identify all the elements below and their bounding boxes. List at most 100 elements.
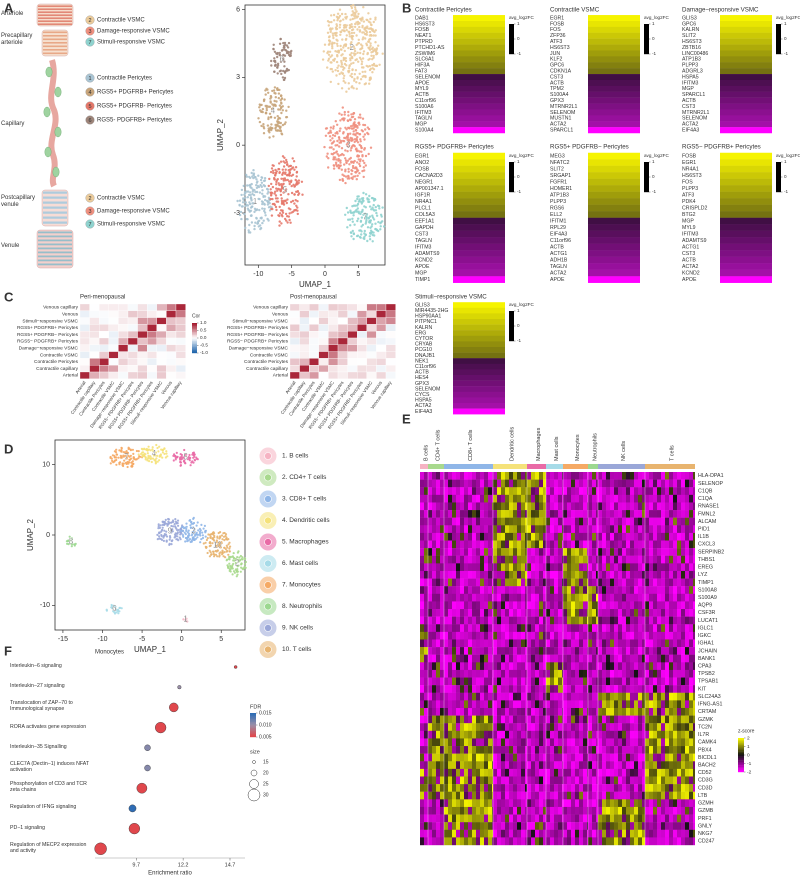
corr-cell bbox=[99, 365, 109, 373]
vessel-ring bbox=[43, 52, 67, 55]
cell-point bbox=[359, 51, 362, 55]
colorbar-tick-label: 0 bbox=[652, 36, 655, 41]
heatmap-cell bbox=[493, 829, 497, 838]
heatmap-cell bbox=[460, 609, 464, 617]
heatmap-cell bbox=[531, 601, 535, 610]
heatmap-cell bbox=[493, 806, 497, 815]
heatmap-cell bbox=[554, 822, 558, 830]
heatmap-cell bbox=[492, 753, 493, 762]
cell-point bbox=[355, 21, 358, 24]
cell-point bbox=[280, 111, 283, 115]
heatmap-cell bbox=[497, 784, 501, 792]
cell-point bbox=[164, 518, 167, 522]
heatmap-cell bbox=[476, 647, 480, 655]
heatmap-cell bbox=[539, 502, 543, 511]
cell-point bbox=[357, 12, 360, 16]
heatmap-cell bbox=[420, 570, 424, 579]
corr-cell bbox=[328, 303, 339, 311]
heatmap-cell bbox=[562, 540, 563, 549]
group-label: CD4+ T cells bbox=[435, 429, 441, 461]
heatmap-cell bbox=[497, 532, 501, 541]
heatmap-cell bbox=[563, 502, 567, 511]
cell-point bbox=[351, 164, 355, 168]
cell-point bbox=[171, 530, 174, 533]
corr-cell bbox=[137, 317, 148, 325]
heatmap-cell bbox=[567, 685, 571, 693]
corr-cell bbox=[366, 303, 377, 311]
cell-point bbox=[366, 126, 369, 129]
cell-point bbox=[258, 106, 261, 109]
cell-point bbox=[356, 149, 359, 152]
heatmap-cell bbox=[554, 525, 558, 534]
heatmap-cell bbox=[432, 639, 436, 648]
heatmap-cell bbox=[588, 44, 640, 51]
cell-point bbox=[341, 152, 344, 156]
heatmap-cell bbox=[432, 730, 436, 739]
heatmap-cell bbox=[420, 487, 424, 496]
cell-point bbox=[163, 529, 166, 532]
heatmap-cell bbox=[505, 829, 509, 838]
heatmap-cell bbox=[432, 601, 436, 610]
cell-point bbox=[280, 222, 283, 225]
cell-point bbox=[278, 117, 282, 120]
cell-point bbox=[154, 461, 157, 464]
heatmap-cell bbox=[452, 578, 456, 587]
corr-cell bbox=[89, 365, 100, 373]
heatmap-cell bbox=[448, 472, 452, 480]
cell-point bbox=[378, 207, 381, 210]
heatmap-cell bbox=[428, 502, 432, 511]
row-label: RGS5+ PDGFRB− Pericytes bbox=[17, 332, 79, 338]
colorbar-step bbox=[509, 44, 514, 47]
cell-point bbox=[120, 447, 123, 450]
cell-point bbox=[338, 129, 341, 133]
heatmap-cell bbox=[531, 837, 535, 846]
cell-point bbox=[240, 193, 243, 197]
legend-id: 7 bbox=[88, 222, 91, 228]
heatmap-cell bbox=[720, 178, 772, 186]
cell-point bbox=[331, 43, 334, 46]
colorbar-step bbox=[644, 164, 649, 167]
heatmap-cell bbox=[460, 631, 464, 640]
heatmap-cell bbox=[588, 26, 640, 33]
heatmap-cell bbox=[558, 723, 562, 732]
heatmap-cell bbox=[509, 738, 513, 747]
cell-point bbox=[213, 555, 216, 558]
heatmap-cell bbox=[448, 837, 452, 846]
heatmap-cell bbox=[563, 669, 567, 678]
gene-label: NR4A1 bbox=[682, 166, 699, 172]
cell-point bbox=[278, 205, 281, 209]
gene-label: NEGR1 bbox=[415, 179, 433, 185]
heatmap-cell bbox=[539, 799, 543, 808]
heatmap-cell bbox=[550, 806, 554, 815]
cell-point bbox=[257, 197, 260, 201]
heatmap-cell bbox=[527, 677, 531, 686]
heatmap-cell bbox=[527, 570, 531, 579]
cell-point bbox=[339, 30, 342, 33]
cell-point bbox=[368, 200, 371, 204]
heatmap-cell bbox=[497, 776, 501, 785]
heatmap-cell bbox=[543, 692, 546, 701]
heatmap-cell bbox=[464, 472, 468, 480]
heatmap-cell bbox=[550, 487, 554, 496]
cell-point bbox=[188, 453, 191, 457]
heatmap-cell bbox=[440, 746, 444, 754]
cell-point bbox=[342, 56, 345, 60]
heatmap-cell bbox=[456, 540, 460, 549]
cell-point bbox=[353, 140, 356, 144]
cell-point bbox=[289, 208, 292, 211]
heatmap-cell bbox=[513, 586, 517, 594]
heatmap-cell bbox=[492, 730, 493, 739]
corr-cell bbox=[309, 337, 319, 345]
cell-point bbox=[360, 60, 364, 63]
heatmap-cell bbox=[480, 814, 484, 823]
heatmap-cell bbox=[550, 784, 554, 792]
cell-point bbox=[204, 530, 207, 533]
heatmap-cell bbox=[546, 601, 550, 610]
heatmap-cell bbox=[517, 791, 521, 800]
heatmap-cell bbox=[492, 593, 493, 602]
cell-point bbox=[182, 456, 185, 459]
heatmap-cell bbox=[488, 829, 492, 838]
row-label: RGS5+ PDGFRB+ Pericytes bbox=[17, 325, 79, 331]
heatmap-cell bbox=[497, 593, 501, 602]
